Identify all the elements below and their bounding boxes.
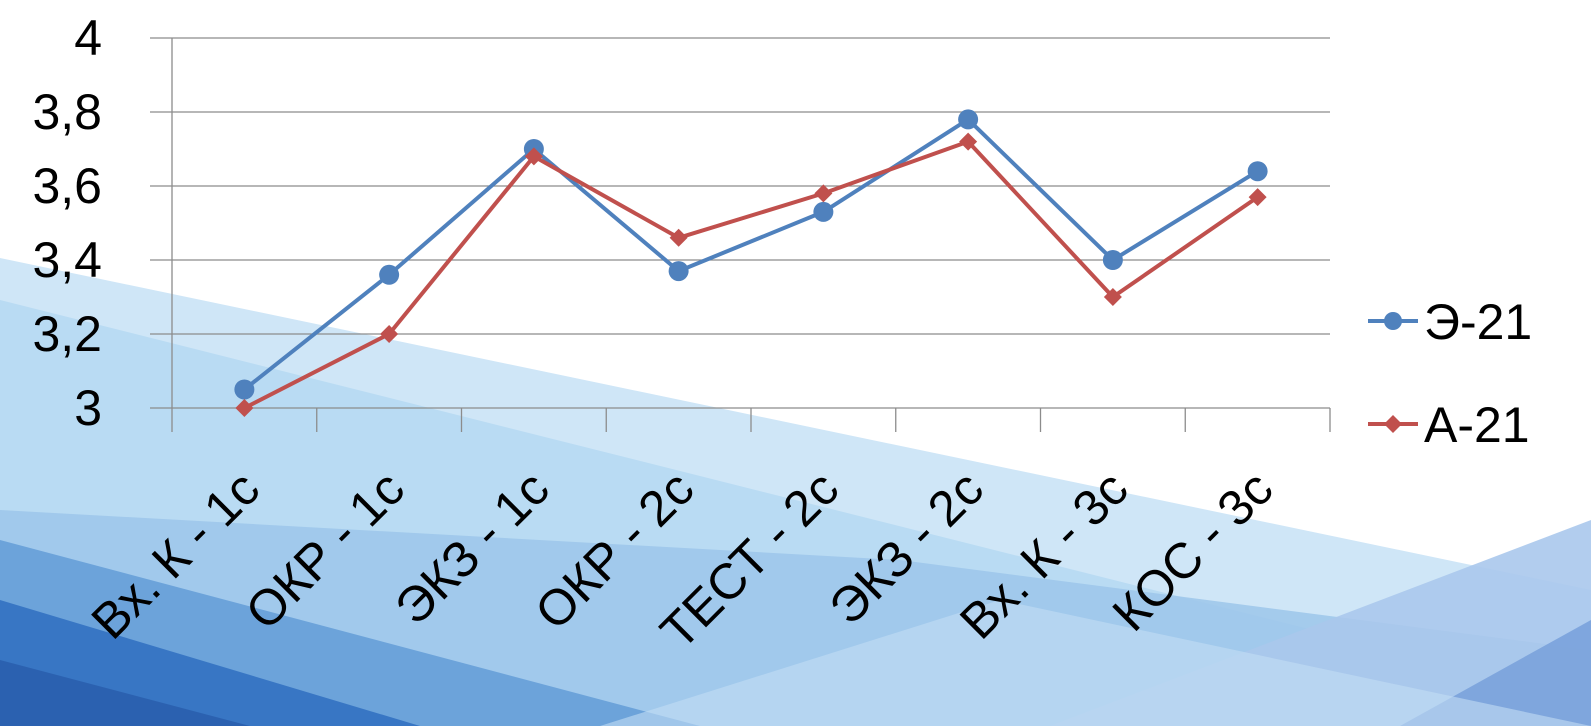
data-point	[379, 264, 400, 285]
y-tick-label: 3,6	[32, 158, 102, 214]
legend-label: Э-21	[1424, 294, 1532, 350]
data-point	[524, 147, 543, 166]
data-point	[1103, 288, 1122, 306]
data-point	[380, 325, 399, 343]
legend-marker	[1384, 415, 1402, 433]
series-line	[243, 139, 1259, 410]
data-point	[958, 109, 979, 130]
data-point	[234, 379, 255, 400]
data-point	[813, 201, 834, 222]
data-point	[814, 184, 833, 203]
x-tick-label: КОС - 3с	[1102, 460, 1284, 642]
gridlines	[150, 37, 1330, 409]
legend: Э-21 А-21	[1368, 294, 1532, 453]
series-1	[234, 109, 1268, 400]
data-point	[1247, 161, 1268, 182]
series-2	[235, 132, 1267, 417]
x-tick-label: Вх. К - 1с	[81, 460, 270, 649]
y-tick-label: 3,4	[32, 232, 102, 288]
y-tick-label: 3	[74, 380, 102, 436]
x-tick-label: ОКР - 1с	[235, 460, 415, 640]
data-point	[1102, 250, 1123, 270]
data-point	[959, 132, 978, 151]
data-point	[668, 261, 689, 282]
y-tick-label: 4	[74, 10, 102, 66]
data-point	[235, 399, 254, 417]
x-axis	[171, 38, 1331, 432]
legend-label: А-21	[1424, 397, 1530, 453]
y-tick-label: 3,2	[32, 306, 102, 362]
data-point	[1248, 188, 1267, 207]
y-tick-label: 3,8	[32, 84, 102, 140]
legend-marker	[1384, 312, 1402, 330]
y-axis-ticks: 3 3,2 3,4 3,6 3,8 4	[32, 10, 102, 436]
data-point	[669, 228, 688, 247]
series-line	[243, 117, 1259, 392]
series-group	[234, 109, 1268, 417]
